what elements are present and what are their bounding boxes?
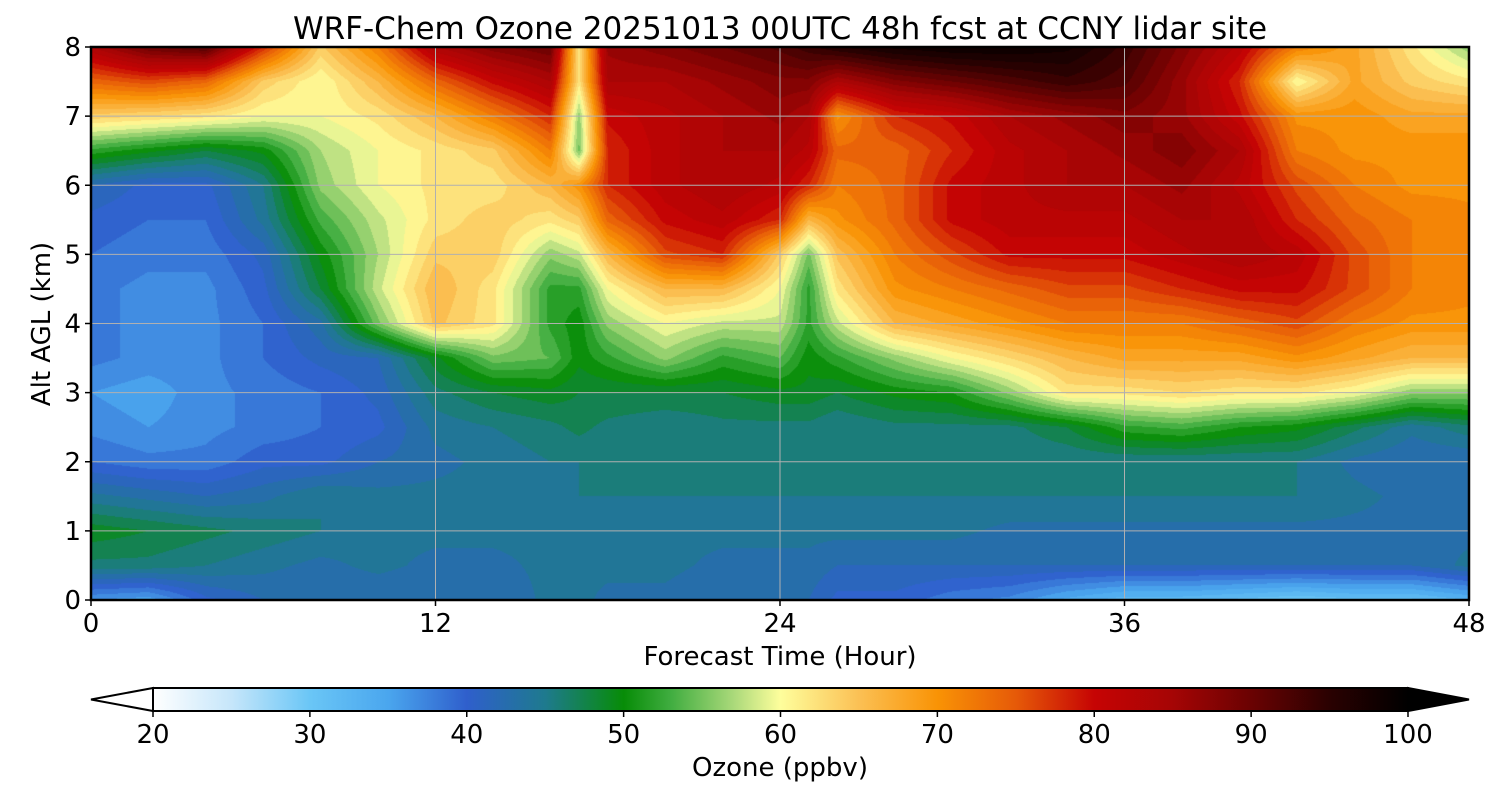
colorbar-low-extension	[90, 686, 154, 713]
y-axis: 0 1 2 3 4 5 6 7 8	[64, 33, 91, 616]
x-tick-label: 36	[1108, 609, 1141, 639]
gridlines	[91, 47, 1469, 600]
colorbar-tick-label: 20	[136, 720, 169, 750]
y-tick-label: 8	[64, 33, 81, 63]
colorbar-tick-label: 60	[764, 720, 797, 750]
colorbar-tick-label: 90	[1235, 720, 1268, 750]
colorbar-tick-label: 50	[607, 720, 640, 750]
x-tick-label: 24	[763, 609, 796, 639]
colorbar-tick-label: 30	[293, 720, 326, 750]
x-axis-label: Forecast Time (Hour)	[643, 642, 916, 672]
colorbar-body	[153, 688, 1408, 711]
chart-title: WRF-Chem Ozone 20251013 00UTC 48h fcst a…	[293, 11, 1267, 47]
plot-area	[89, 45, 1471, 602]
colorbar-ticks: 20 30 40 50 60 70 80 90 100	[136, 711, 1433, 750]
y-tick-label: 6	[64, 171, 81, 201]
x-tick-label: 48	[1452, 609, 1485, 639]
colorbar-tick-label: 100	[1383, 720, 1433, 750]
y-tick-label: 5	[64, 240, 81, 270]
y-tick-label: 2	[64, 448, 81, 478]
colorbar-high-extension	[1407, 686, 1470, 713]
x-tick-label: 0	[83, 609, 100, 639]
y-tick-label: 3	[64, 379, 81, 409]
colorbar-label: Ozone (ppbv)	[692, 753, 868, 783]
y-tick-label: 0	[64, 586, 81, 616]
colorbar-tick-label: 40	[450, 720, 483, 750]
y-tick-label: 4	[64, 310, 81, 340]
y-tick-label: 1	[64, 517, 81, 547]
y-axis-label: Alt AGL (km)	[27, 242, 57, 406]
x-tick-label: 12	[419, 609, 452, 639]
colorbar-tick-label: 70	[921, 720, 954, 750]
colorbar: 20 30 40 50 60 70 80 90 100 Ozone (ppbv)	[90, 686, 1470, 783]
x-axis: 0 12 24 36 48	[83, 600, 1486, 639]
y-tick-label: 7	[64, 102, 81, 132]
colorbar-tick-label: 80	[1078, 720, 1111, 750]
